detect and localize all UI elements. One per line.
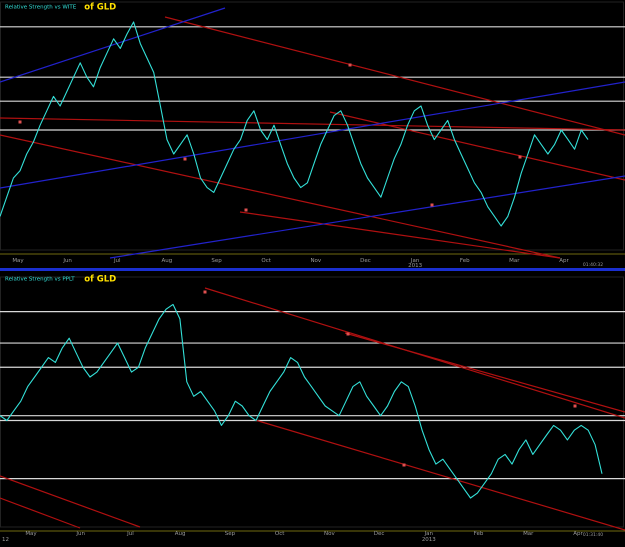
x-tick-label: Apr [559,258,569,264]
x-tick-label: Jan [424,531,434,537]
x-tick-label: Nov [324,531,335,537]
trend-line-red [239,211,561,259]
trend-marker [430,203,434,207]
x-tick-label: Aug [175,531,186,537]
trend-line-red [329,111,625,181]
trend-marker [518,155,522,159]
panel-2: Relative Strength vs PPLT of GLD May Jun Jul… [0,275,625,543]
x-tick-label: Oct [275,531,285,537]
panel-frame [0,276,624,528]
x-tick-label: Feb [474,531,484,537]
trend-marker [203,290,207,294]
x-tick-label: May [25,531,37,537]
trend-line-blue [0,81,625,189]
x-tick-label: Mar [509,258,520,264]
trend-line-red [0,134,561,259]
x-tick-label: Dec [360,258,371,264]
x-tick-label: Jan [410,258,420,264]
x-tick-label: May [12,258,24,264]
chart-title-suffix: of GLD [84,275,116,285]
series-line [0,303,603,499]
panel-separator [0,268,625,271]
x-tick-sublabel: 2013 [408,263,422,269]
chart-title-suffix: of GLD [84,3,116,13]
time-label: 01:40:32 [583,262,603,268]
series-line [0,21,589,227]
trend-line-red [344,332,625,413]
x-tick-label: Oct [261,258,271,264]
left-axis-label: 12 [2,537,9,543]
panel-1: Relative Strength vs WITE of GLD May Jun Jul… [0,1,625,269]
x-tick-label: Jul [113,258,121,264]
x-tick-label: Apr [573,531,583,537]
x-tick-label: Mar [523,531,534,537]
trend-marker [573,404,577,408]
trend-line-red [0,475,141,528]
chart-title: Relative Strength vs PPLT [5,277,75,283]
trend-marker [348,63,352,67]
x-tick-label: Feb [460,258,470,264]
chart-title: Relative Strength vs WITE [5,5,77,11]
trend-marker [402,463,406,467]
x-tick-sublabel: 2013 [422,537,436,543]
trend-marker [183,157,187,161]
trend-line-red [254,419,625,531]
time-label: 01:31:40 [583,532,603,538]
x-tick-label: Sep [211,258,222,264]
x-tick-label: Dec [374,531,385,537]
trend-line-red [0,117,625,131]
trend-marker [346,332,350,336]
x-tick-label: Jul [126,531,134,537]
trend-line-red [164,16,625,136]
panel-frame [0,1,624,251]
trend-line-blue [109,175,625,259]
trend-line-red [0,497,81,529]
trend-line-blue [0,7,226,83]
x-tick-label: Jun [75,531,85,537]
x-tick-label: Jun [62,258,72,264]
x-tick-label: Sep [225,531,236,537]
x-tick-label: Nov [310,258,321,264]
trend-marker [18,120,22,124]
trend-marker [244,208,248,212]
x-tick-label: Aug [162,258,173,264]
